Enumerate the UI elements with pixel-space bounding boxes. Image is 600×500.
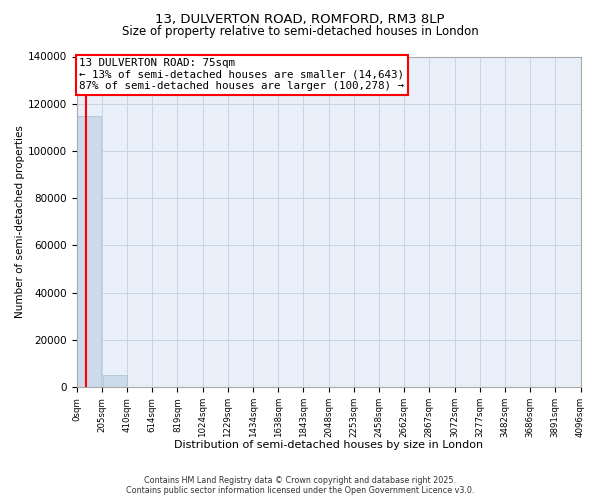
Bar (77, 116, 101, 387)
Y-axis label: Number of semi-detached properties: Number of semi-detached properties (15, 126, 25, 318)
Text: Size of property relative to semi-detached houses in London: Size of property relative to semi-detach… (122, 25, 478, 38)
X-axis label: Distribution of semi-detached houses by size in London: Distribution of semi-detached houses by … (174, 440, 483, 450)
Bar (103, 375, 127, 387)
Text: 13 DULVERTON ROAD: 75sqm
← 13% of semi-detached houses are smaller (14,643)
87% : 13 DULVERTON ROAD: 75sqm ← 13% of semi-d… (79, 58, 404, 92)
Text: Contains HM Land Registry data © Crown copyright and database right 2025.
Contai: Contains HM Land Registry data © Crown c… (126, 476, 474, 495)
Text: 13, DULVERTON ROAD, ROMFORD, RM3 8LP: 13, DULVERTON ROAD, ROMFORD, RM3 8LP (155, 12, 445, 26)
